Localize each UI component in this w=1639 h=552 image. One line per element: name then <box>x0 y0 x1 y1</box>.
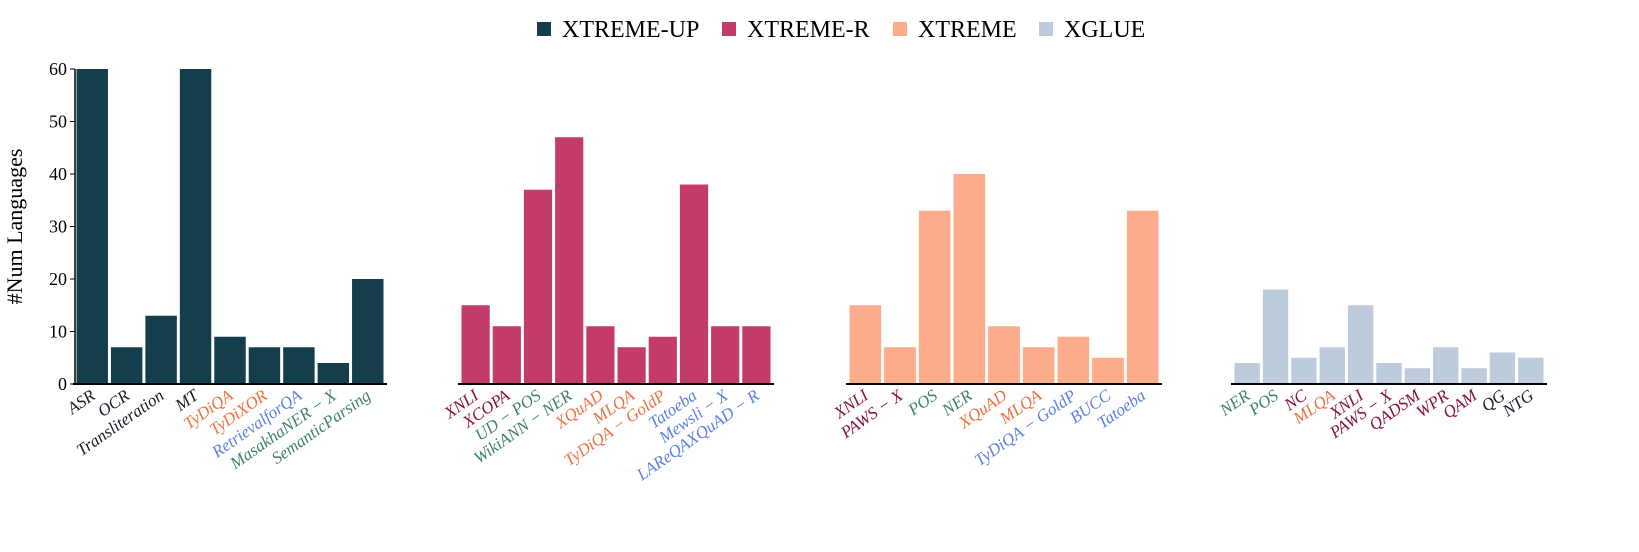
legend-label: XGLUE <box>1064 17 1145 43</box>
bar-xglue-qadsm <box>1404 368 1431 384</box>
y-axis: 0 10 20 30 40 50 60 #Num Languages <box>2 59 76 394</box>
bar-xtreme-r-xcopa <box>492 326 521 384</box>
bar-xtreme-xnli <box>849 305 882 384</box>
bar-xtreme-tydiqa-goldp <box>1057 336 1090 384</box>
y-tick-label: 10 <box>49 322 67 342</box>
legend-label: XTREME <box>918 17 1017 43</box>
bar-xtreme-up-mt <box>179 69 212 384</box>
bar-xtreme-paws-x <box>884 347 916 384</box>
x-tick-label: NTG <box>1498 386 1537 421</box>
legend-swatch <box>537 22 551 36</box>
legend-swatch <box>893 22 907 36</box>
legend-item-xglue: XGLUE <box>1039 17 1145 43</box>
bar-xglue-ntg <box>1518 357 1544 384</box>
bar-xglue-nc <box>1291 357 1317 384</box>
legend-item-xtreme-r: XTREME-R <box>722 17 870 43</box>
bar-xtreme-r-wikiann-ner <box>555 137 584 384</box>
legend-swatch <box>1039 22 1053 36</box>
y-tick-label: 0 <box>58 374 67 394</box>
legend-item-xtreme-up: XTREME-UP <box>537 17 699 43</box>
bar-xtreme-xquad <box>988 326 1020 384</box>
bar-xtreme-r-mewsli-x <box>711 326 740 384</box>
bar-xtreme-up-masakhaner-x <box>317 363 350 384</box>
x-tick-label: POS <box>1245 385 1283 419</box>
bar-xglue-mlqa <box>1319 347 1345 384</box>
bar-xtreme-ner <box>953 174 986 384</box>
y-tick-label: 40 <box>49 164 67 184</box>
bar-xtreme-r-ud-pos <box>523 189 553 384</box>
bar-xtreme-up-transliteration <box>145 315 177 384</box>
bar-xglue-qg <box>1489 352 1516 384</box>
bar-xtreme-r-tydiqa-goldp <box>648 336 677 384</box>
bar-xtreme-up-tydixor <box>248 347 281 384</box>
bar-xtreme-up-semanticparsing <box>352 279 384 384</box>
legend-label: XTREME-UP <box>562 17 699 43</box>
bar-xtreme-r-xquad <box>586 326 615 384</box>
x-tick-label: QAM <box>1439 385 1481 422</box>
x-tick-label: POS <box>904 385 942 419</box>
bar-xtreme-bucc <box>1092 357 1124 384</box>
legend: XTREME-UP XTREME-R XTREME XGLUE <box>537 17 1145 43</box>
bar-xglue-pos <box>1262 289 1289 384</box>
bar-xtreme-pos <box>918 210 951 384</box>
bar-xglue-ner <box>1234 363 1260 384</box>
bar-xtreme-up-tydiqa <box>214 336 246 384</box>
y-tick-label: 20 <box>49 269 67 289</box>
legend-swatch <box>722 22 736 36</box>
y-tick-label: 50 <box>49 112 67 132</box>
bar-xtreme-tatoeba <box>1126 210 1159 384</box>
bar-xglue-wpr <box>1433 347 1459 384</box>
y-axis-label: #Num Languages <box>2 149 27 305</box>
bar-xtreme-r-tatoeba <box>679 184 709 384</box>
bar-xtreme-r-lareqaxquad-r <box>742 326 771 384</box>
bar-xglue-qam <box>1461 368 1487 384</box>
bar-xtreme-up-asr <box>76 69 108 384</box>
legend-item-xtreme: XTREME <box>893 17 1017 43</box>
legend-label: XTREME-R <box>747 17 870 43</box>
bar-xtreme-up-retrievalforqa <box>283 347 315 384</box>
bar-xtreme-r-mlqa <box>617 347 646 384</box>
bar-xtreme-up-ocr <box>110 347 143 384</box>
y-tick-label: 60 <box>49 59 67 79</box>
bar-xglue-paws-x <box>1376 363 1402 384</box>
x-tick-label: ASR <box>63 385 99 418</box>
bar-xtreme-r-xnli <box>461 305 490 384</box>
bar-xtreme-mlqa <box>1022 347 1055 384</box>
bar-xglue-xnli <box>1347 305 1374 384</box>
y-tick-label: 30 <box>49 217 67 237</box>
